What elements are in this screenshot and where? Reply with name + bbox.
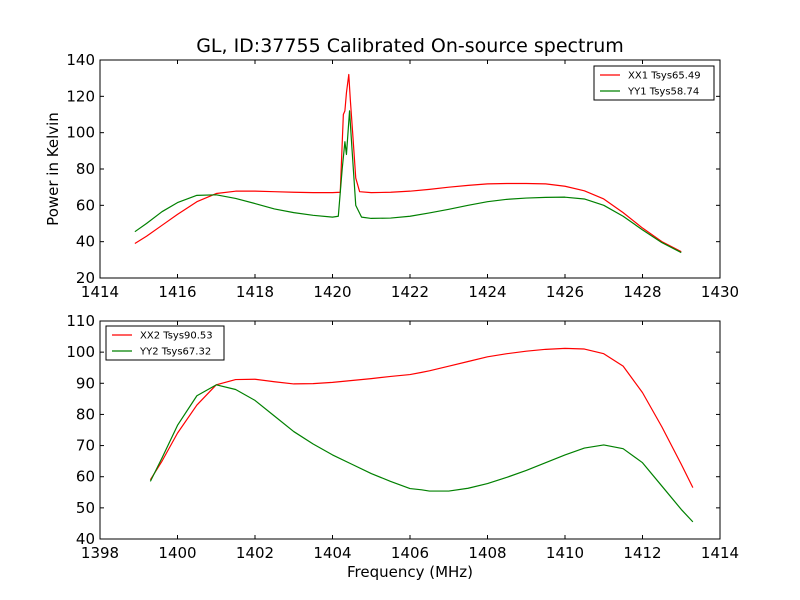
y-tick-label: 80 — [76, 160, 95, 178]
y-tick-label: 100 — [66, 124, 95, 142]
x-tick-label: 1426 — [546, 283, 584, 301]
y-tick-label: 40 — [76, 233, 95, 251]
y-tick-label: 90 — [76, 374, 95, 392]
x-axis-label: Frequency (MHz) — [347, 563, 473, 581]
x-tick-label: 1428 — [623, 283, 661, 301]
y-tick-label: 60 — [76, 468, 95, 486]
x-tick-label: 1410 — [546, 544, 584, 562]
x-tick-label: 1408 — [468, 544, 506, 562]
y-tick-label: 60 — [76, 196, 95, 214]
x-tick-label: 1422 — [391, 283, 429, 301]
x-tick-label: 1414 — [701, 544, 739, 562]
bottom-panel: 1398 1400 1402 1404 1406 1408 1410 1412 1414 40 50… — [66, 312, 739, 581]
x-tick-label: 1418 — [236, 283, 274, 301]
legend: XX1 Tsys65.49 YY1 Tsys58.74 — [593, 65, 715, 101]
legend-entry: YY1 Tsys58.74 — [627, 87, 699, 98]
x-tick-label: 1420 — [313, 283, 351, 301]
x-tick-label: 1414 — [81, 283, 119, 301]
y-tick-label: 120 — [66, 87, 95, 105]
legend-box — [105, 325, 225, 361]
x-tick-label: 1416 — [158, 283, 196, 301]
legend-box — [593, 65, 715, 101]
x-tick-label: 1400 — [158, 544, 196, 562]
y-tick-label: 70 — [76, 437, 95, 455]
legend-entry: YY2 Tsys67.32 — [139, 347, 211, 358]
y-tick-label: 50 — [76, 499, 95, 517]
figure-title: GL, ID:37755 Calibrated On-source spectr… — [196, 35, 624, 57]
x-tick-label: 1402 — [236, 544, 274, 562]
x-tick-label: 1398 — [81, 544, 119, 562]
series-line-xx1 — [134, 73, 682, 253]
x-tick-label: 1412 — [623, 544, 661, 562]
x-tick-label: 1406 — [391, 544, 429, 562]
legend-entry: XX2 Tsys90.53 — [140, 331, 213, 342]
y-tick-label: 100 — [66, 343, 95, 361]
series-line-yy1 — [134, 110, 682, 254]
series-line-xx2 — [149, 347, 694, 488]
series-line-yy2 — [149, 384, 694, 523]
legend: XX2 Tsys90.53 YY2 Tsys67.32 — [105, 325, 225, 361]
x-tick-label: 1404 — [313, 544, 351, 562]
y-tick-label: 110 — [66, 312, 95, 330]
y-tick-label: 80 — [76, 405, 95, 423]
y-tick-label: 40 — [76, 530, 95, 548]
top-panel: 1414 1416 1418 1420 1422 1424 1426 1428 1430 20 40… — [44, 51, 739, 301]
y-tick-label: 140 — [66, 51, 95, 69]
x-tick-label: 1430 — [701, 283, 739, 301]
y-axis-label: Power in Kelvin — [44, 112, 62, 226]
legend-entry: XX1 Tsys65.49 — [628, 71, 701, 82]
x-tick-label: 1424 — [468, 283, 506, 301]
y-tick-label: 20 — [76, 269, 95, 287]
